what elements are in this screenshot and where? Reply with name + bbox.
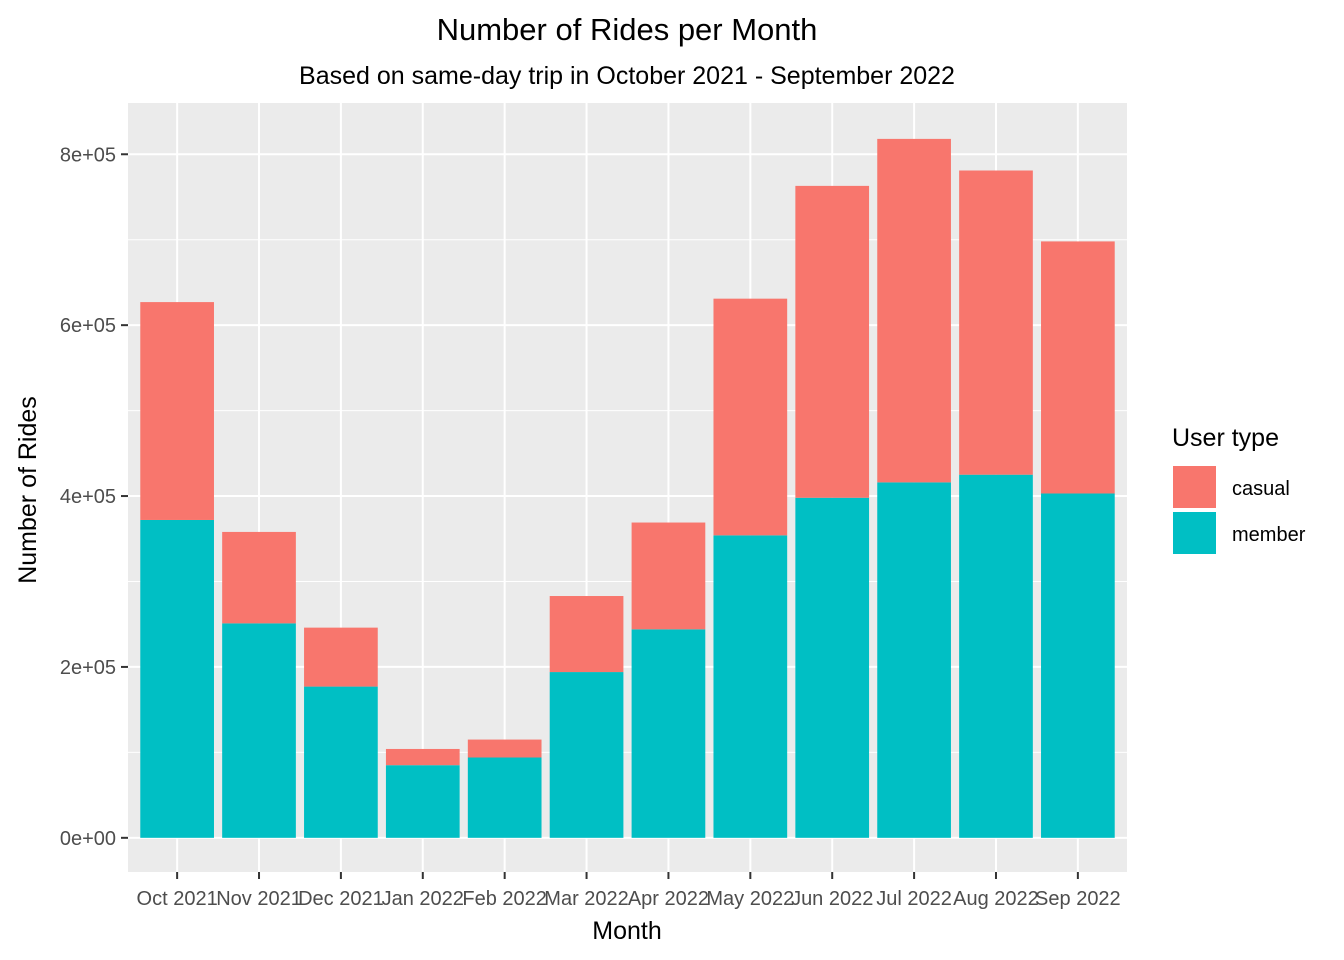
legend-title: User type (1172, 424, 1279, 452)
bar-member (304, 686, 378, 838)
bar-casual (549, 596, 624, 673)
x-tick-label: Jan 2022 (382, 888, 464, 910)
bar-casual (1041, 241, 1115, 494)
bar-member (877, 482, 951, 838)
bar-member (959, 474, 1033, 838)
x-axis-title: Month (592, 917, 661, 945)
bar-casual (877, 138, 951, 483)
bar-casual (385, 748, 460, 766)
bar-member (1041, 493, 1115, 838)
bar-member (549, 672, 624, 838)
x-tick-label: Apr 2022 (628, 888, 709, 910)
legend-label-member: member (1232, 524, 1306, 546)
legend-label-casual: casual (1232, 478, 1290, 500)
legend-swatch-casual (1173, 466, 1216, 508)
x-tick-label: Aug 2022 (953, 888, 1039, 910)
x-tick-label: Nov 2021 (216, 888, 302, 910)
bar-member (467, 757, 542, 838)
chart-subtitle: Based on same-day trip in October 2021 -… (299, 62, 955, 90)
legend-swatch-member (1173, 512, 1216, 554)
chart-title: Number of Rides per Month (437, 12, 818, 47)
y-axis-title: Number of Rides (14, 396, 42, 584)
x-tick-label: Sep 2022 (1035, 888, 1121, 910)
x-tick-label: Feb 2022 (462, 888, 547, 910)
x-tick-label: May 2022 (706, 888, 794, 910)
bar-casual (222, 531, 296, 624)
y-axis: 0e+00 2e+05 4e+05 6e+05 8e+05 (60, 144, 128, 850)
bar-casual (467, 739, 542, 758)
bar-casual (795, 185, 870, 498)
bars (140, 138, 1115, 838)
bar-casual (631, 522, 706, 630)
bar-casual (140, 302, 214, 520)
bar-member (385, 765, 460, 838)
bar-member (631, 629, 706, 838)
x-tick-label: Oct 2021 (137, 888, 218, 910)
bar-member (222, 623, 296, 838)
y-tick-label: 2e+05 (60, 657, 116, 679)
y-tick-label: 6e+05 (60, 315, 116, 337)
y-tick-label: 8e+05 (60, 144, 116, 166)
bar-casual (304, 627, 378, 687)
bar-member (713, 535, 788, 838)
legend: User type casual member (1172, 424, 1306, 554)
bar-casual (959, 170, 1033, 475)
bar-member (795, 497, 870, 838)
y-tick-label: 4e+05 (60, 486, 116, 508)
x-tick-label: Mar 2022 (544, 888, 629, 910)
x-tick-label: Jul 2022 (876, 888, 952, 910)
y-tick-label: 0e+00 (60, 828, 116, 850)
x-tick-label: Dec 2021 (298, 888, 384, 910)
bar-casual (713, 298, 788, 536)
bar-member (140, 519, 214, 838)
x-tick-label: Jun 2022 (791, 888, 873, 910)
